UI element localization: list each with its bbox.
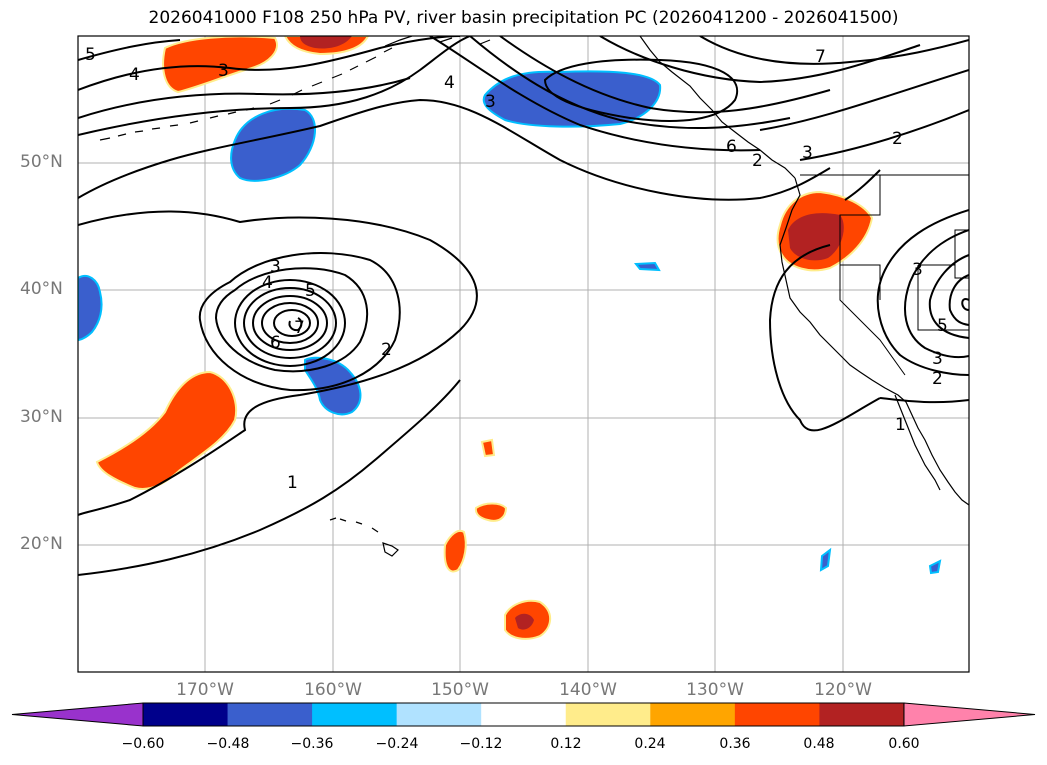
colorbar-segment	[565, 703, 651, 726]
pv-precip-map: 5 4 3 4 3 7 6 3 2 3 4 5 6 7 2 1 2 3 5 3 …	[77, 35, 970, 673]
colorbar-segment	[481, 703, 567, 726]
colorbar-tick: −0.36	[290, 736, 334, 752]
coastlines	[99, 36, 969, 557]
colorbar-tick: −0.48	[206, 736, 250, 752]
contour-label: 1	[287, 473, 298, 493]
orange-area-small-3	[443, 529, 467, 573]
colorbar-outline	[142, 702, 905, 727]
lon-label-130w: 130°W	[686, 680, 744, 700]
colorbar-segment	[734, 703, 820, 726]
contour-label: 4	[262, 273, 273, 293]
graticule	[78, 36, 969, 672]
colorbar-tick: 0.48	[803, 736, 835, 752]
pv-contours	[78, 36, 969, 576]
lon-label-140w: 140°W	[559, 680, 617, 700]
blue-area-gulf-alaska	[482, 70, 662, 128]
contour-label: 2	[752, 151, 763, 171]
contour-label: 3	[912, 260, 923, 280]
contour-label: 5	[937, 316, 948, 336]
lat-label-40n: 40°N	[20, 279, 63, 299]
colorbar-segment	[819, 703, 905, 726]
contour-label: 4	[444, 73, 455, 93]
lat-label-50n: 50°N	[20, 152, 63, 172]
political-borders	[800, 174, 969, 376]
blue-area-west-edge	[78, 274, 103, 342]
hawaii-islands	[329, 517, 399, 557]
lon-label-150w: 150°W	[431, 680, 489, 700]
orange-area-small-2	[474, 502, 508, 522]
contour-label: 3	[270, 257, 281, 277]
colorbar-segment	[396, 703, 482, 726]
lon-label-120w: 120°W	[814, 680, 872, 700]
colorbar-tick: −0.24	[375, 736, 419, 752]
map-title: 2026041000 F108 250 hPa PV, river basin …	[148, 8, 899, 28]
contour-label: 6	[270, 333, 281, 353]
contour-label: 2	[381, 340, 392, 360]
blue-area-bering	[230, 107, 317, 182]
colorbar-tick: 0.60	[888, 736, 920, 752]
red-core-aleutian	[300, 36, 352, 49]
map-frame	[77, 35, 970, 673]
contour-label: 6	[726, 137, 737, 157]
red-core-small-4	[515, 613, 534, 630]
colorbar-segment	[227, 703, 313, 726]
lat-label-30n: 30°N	[20, 407, 63, 427]
colorbar-tick: 0.36	[719, 736, 751, 752]
orange-area-small-1	[480, 438, 496, 458]
baja-california	[894, 394, 941, 491]
contour-label: 3	[218, 61, 229, 81]
contour-label: 5	[85, 45, 96, 65]
lon-label-160w: 160°W	[304, 680, 362, 700]
blue-area-small-1	[634, 261, 661, 272]
colorbar-tick: 0.24	[634, 736, 666, 752]
red-core-california	[788, 213, 844, 261]
contour-label: 1	[895, 415, 906, 435]
contour-label: 5	[305, 281, 316, 301]
colorbar-extend-low	[11, 702, 144, 727]
contour-label: 2	[932, 369, 943, 389]
contour-label: 4	[129, 65, 140, 85]
contour-label: 7	[815, 47, 826, 67]
north-america-west-coast	[779, 177, 969, 506]
colorbar-tick: −0.60	[121, 736, 165, 752]
contour-label: 7	[294, 318, 305, 338]
contour-label: 3	[932, 349, 943, 369]
contour-label: 3	[802, 143, 813, 163]
colorbar-segment	[650, 703, 736, 726]
colorbar-tick: 0.12	[550, 736, 582, 752]
positive-anomaly-areas	[95, 36, 874, 640]
contour-label: 3	[485, 92, 496, 112]
lon-label-170w: 170°W	[176, 680, 234, 700]
orange-area-west-pacific	[95, 370, 238, 490]
contour-labels: 5 4 3 4 3 7 6 3 2 3 4 5 6 7 2 1 2 3 5 3 …	[85, 45, 948, 493]
contour-label: 2	[892, 129, 903, 149]
negative-anomaly-areas	[78, 70, 942, 575]
blue-area-small-3	[928, 559, 942, 575]
colorbar-segment	[143, 703, 229, 726]
colorbar-extend-high	[903, 702, 1036, 727]
blue-area-small-2	[819, 547, 832, 572]
lat-label-20n: 20°N	[20, 534, 63, 554]
colorbar-tick: −0.12	[459, 736, 503, 752]
colorbar-segment	[312, 703, 398, 726]
